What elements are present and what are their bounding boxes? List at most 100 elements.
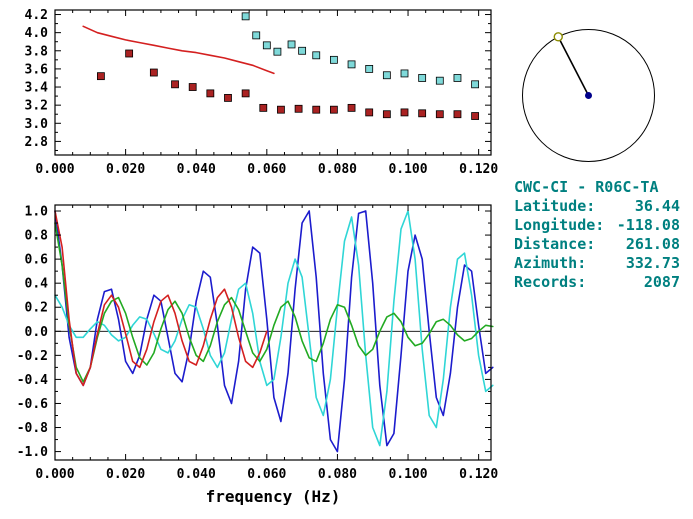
waveform-spectra-chart[interactable]: 0.000 0.020 0.040 0.060 0.080 0.100 0.120 1.0 0.… — [0, 195, 500, 505]
station-pair-title: CWC-CI - R06C-TA — [514, 178, 659, 196]
azimuth-line — [557, 36, 590, 96]
x-axis-label: frequency (Hz) — [206, 487, 341, 505]
y-tick-label: 0.4 — [25, 277, 49, 292]
y-tick-label: 3.8 — [25, 44, 49, 59]
phase-velocity-picks-point — [382, 71, 391, 80]
y-tick-label: 1.0 — [25, 205, 49, 220]
phase-velocity-picks-point — [273, 47, 282, 56]
azimuth-compass-plot — [522, 29, 655, 162]
phase-velocity-picks-point — [453, 74, 462, 82]
phase-velocity-picks-point — [241, 12, 250, 21]
phase-velocity-picks-point — [435, 76, 444, 85]
x-tick-label: 0.100 — [388, 467, 427, 482]
y-tick-label: -0.8 — [17, 421, 48, 436]
phase-velocity-picks-point — [312, 51, 321, 60]
y-tick-label: 0.0 — [25, 325, 49, 340]
y-tick-label: 4.0 — [25, 26, 49, 41]
phase-velocity-picks-point — [400, 69, 409, 78]
group-velocity-picks-point — [224, 94, 232, 102]
waveform-red — [54, 210, 268, 387]
y-tick-label: 3.4 — [25, 81, 49, 96]
y-tick-label: 0.2 — [25, 301, 48, 316]
compass-circle — [522, 29, 655, 162]
x-tick-label: 0.040 — [177, 467, 216, 482]
y-tick-label: 2.8 — [25, 135, 49, 150]
phase-velocity-picks-point — [298, 46, 307, 55]
group-velocity-picks-point — [400, 108, 409, 117]
group-velocity-picks-point — [312, 105, 321, 114]
group-velocity-picks-point — [294, 104, 303, 113]
x-tick-label: 0.080 — [318, 467, 357, 482]
x-tick-label: 0.080 — [318, 162, 357, 177]
y-tick-label: 3.0 — [25, 117, 49, 132]
group-velocity-picks-point — [241, 89, 250, 98]
info-value: 2087 — [643, 273, 680, 291]
info-row-records: Records: 2087 — [514, 273, 680, 292]
group-velocity-picks-point — [365, 108, 374, 117]
group-velocity-picks-point — [96, 72, 105, 81]
x-tick-label: 0.120 — [459, 467, 498, 482]
y-tick-label: -0.2 — [17, 349, 48, 364]
waveform-green — [54, 222, 494, 383]
remote-station-marker — [553, 32, 563, 42]
group-velocity-picks-point — [471, 112, 480, 120]
x-tick-label: 0.060 — [247, 467, 286, 482]
info-row-distance: Distance: 261.08 — [514, 235, 680, 254]
info-row-azimuth: Azimuth: 332.73 — [514, 254, 680, 273]
phase-velocity-picks-point — [471, 80, 480, 89]
group-velocity-picks-point — [171, 80, 179, 89]
phase-velocity-picks-point — [329, 55, 338, 64]
waveform-blue — [54, 210, 494, 453]
group-velocity-picks-point — [259, 103, 268, 112]
x-tick-label: 0.120 — [459, 162, 498, 177]
info-value: 36.44 — [634, 197, 680, 215]
info-label: Records: — [514, 273, 587, 291]
group-velocity-picks-point — [277, 105, 285, 114]
group-velocity-picks-point — [435, 110, 444, 119]
x-tick-label: 0.000 — [35, 162, 74, 177]
y-tick-label: 4.2 — [25, 8, 48, 23]
x-tick-label: 0.060 — [247, 162, 286, 177]
phase-velocity-picks-point — [418, 74, 427, 82]
y-tick-label: 0.6 — [25, 253, 49, 268]
plot-frame — [54, 9, 492, 156]
info-label: Distance: — [514, 235, 596, 253]
y-tick-label: -0.6 — [17, 397, 48, 412]
phase-velocity-picks-point — [252, 31, 261, 40]
x-tick-label: 0.000 — [35, 467, 74, 482]
station-info-panel: CWC-CI - R06C-TA Latitude: 36.44 Longitu… — [514, 178, 680, 292]
phase-velocity-picks-point — [347, 60, 356, 69]
center-station-marker — [585, 92, 592, 99]
info-row-latitude: Latitude: 36.44 — [514, 197, 680, 216]
info-row-longitude: Longitude: -118.08 — [514, 216, 680, 235]
group-velocity-picks-point — [329, 105, 338, 114]
x-tick-label: 0.040 — [177, 162, 216, 177]
info-value: 261.08 — [625, 235, 680, 253]
info-label: Latitude: — [514, 197, 596, 215]
y-tick-label: -0.4 — [17, 373, 48, 388]
group-velocity-picks-point — [418, 109, 427, 118]
x-tick-label: 0.020 — [106, 162, 145, 177]
x-tick-label: 0.100 — [388, 162, 427, 177]
info-label: Azimuth: — [514, 254, 587, 272]
y-tick-label: 3.6 — [25, 62, 49, 77]
dispersion-chart[interactable]: 0.000 0.020 0.040 0.060 0.080 0.100 0.120 2.8 3.… — [0, 0, 500, 185]
info-value: 332.73 — [625, 254, 680, 272]
info-label: Longitude: — [514, 216, 605, 234]
phase-velocity-picks-point — [262, 41, 271, 50]
group-velocity-picks-point — [125, 49, 134, 58]
phase-velocity-picks-point — [365, 65, 374, 73]
y-tick-label: 3.2 — [25, 99, 48, 114]
y-tick-label: -1.0 — [17, 445, 48, 460]
info-value: -118.08 — [616, 216, 680, 234]
group-velocity-picks-point — [382, 110, 391, 119]
waveform-cyan — [54, 210, 494, 447]
group-velocity-picks-point — [149, 68, 158, 77]
group-velocity-picks-point — [347, 103, 356, 112]
y-tick-label: 0.8 — [25, 229, 49, 244]
x-tick-label: 0.020 — [106, 467, 145, 482]
group-velocity-picks-point — [453, 110, 462, 119]
reference-dispersion-curve — [82, 25, 275, 75]
phase-velocity-picks-point — [287, 40, 296, 49]
